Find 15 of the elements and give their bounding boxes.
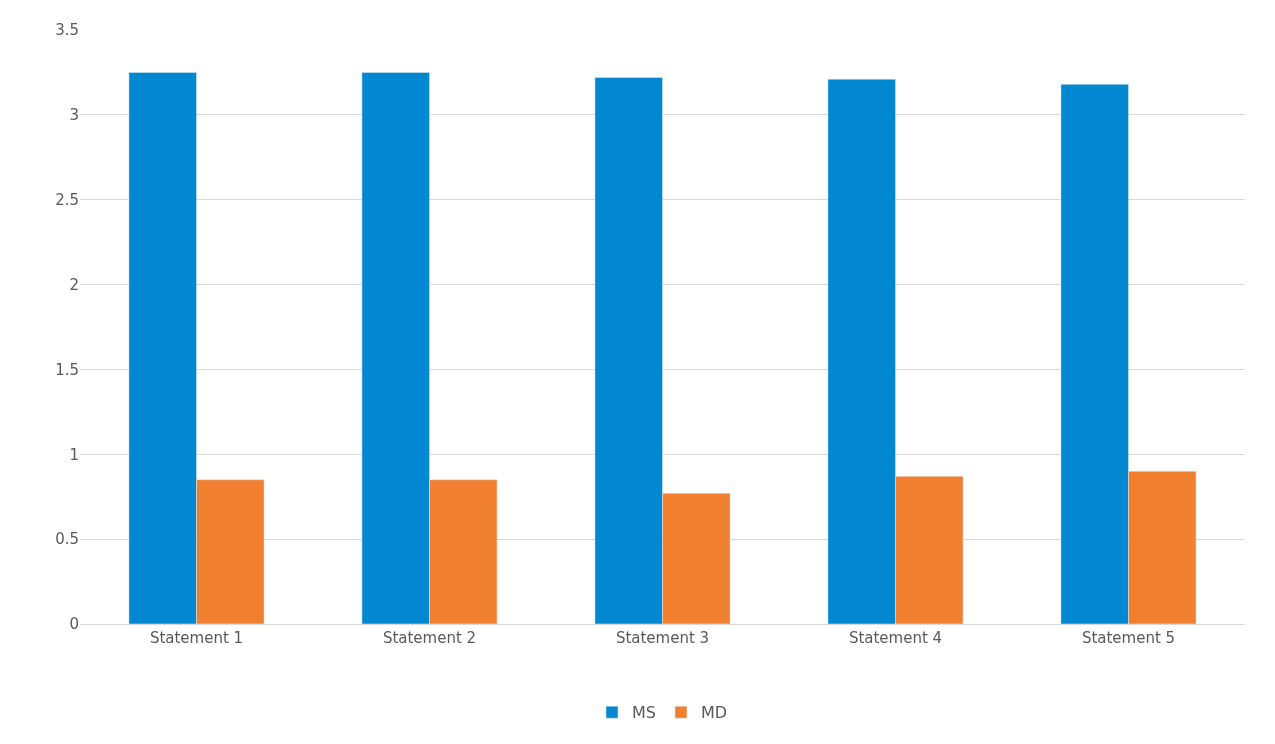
x-tick-label: Statement 5 <box>1081 629 1176 647</box>
y-tick-label: 2.5 <box>55 190 79 209</box>
x-tick-label: Statement 1 <box>149 629 244 647</box>
y-tick-label: 3.5 <box>55 21 79 40</box>
y-tick-label: 0 <box>69 615 79 634</box>
x-tick-label: Statement 4 <box>848 629 943 647</box>
x-tick-label: Statement 2 <box>382 629 477 647</box>
legend-label: MD <box>700 703 728 723</box>
y-tick-label: 2 <box>69 275 79 294</box>
legend-label: MS <box>632 703 656 723</box>
y-tick-label: 1 <box>69 445 79 464</box>
y-tick-label: 3 <box>69 106 79 125</box>
x-tick-label: Statement 3 <box>615 629 710 647</box>
y-tick-label: 0.5 <box>55 530 79 549</box>
y-tick-label: 1.5 <box>55 360 79 379</box>
